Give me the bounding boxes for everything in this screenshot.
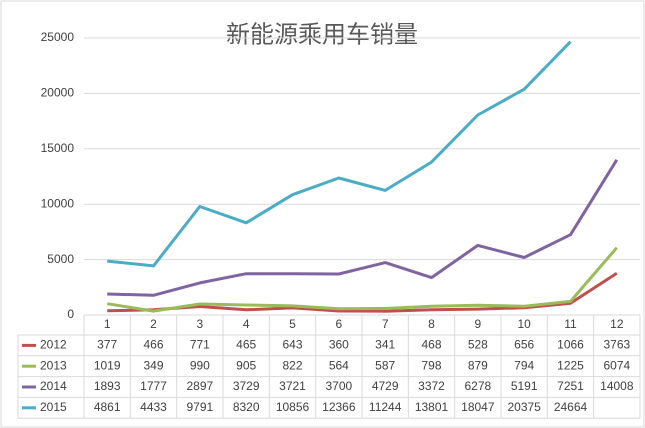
table-value: 377 bbox=[97, 338, 117, 352]
x-tick-label: 11 bbox=[564, 317, 577, 331]
table-value: 794 bbox=[514, 358, 534, 372]
table-value: 466 bbox=[143, 338, 163, 352]
y-tick-label: 5000 bbox=[47, 252, 74, 266]
x-tick-label: 1 bbox=[104, 317, 111, 331]
table-value: 564 bbox=[329, 358, 349, 372]
table-value: 1019 bbox=[94, 358, 121, 372]
x-tick-label: 2 bbox=[150, 317, 157, 331]
table-value: 2897 bbox=[186, 379, 213, 393]
table-value: 10856 bbox=[276, 400, 310, 414]
table-value: 643 bbox=[282, 338, 302, 352]
table-value: 3729 bbox=[233, 379, 260, 393]
table-value: 24664 bbox=[554, 400, 588, 414]
table-value: 349 bbox=[143, 358, 163, 372]
table-value: 4433 bbox=[140, 400, 167, 414]
table-value: 4729 bbox=[372, 379, 399, 393]
table-value: 3372 bbox=[418, 379, 445, 393]
x-tick-label: 10 bbox=[517, 317, 531, 331]
legend-label: 2012 bbox=[40, 338, 67, 352]
table-value: 9791 bbox=[186, 400, 213, 414]
series-line bbox=[107, 159, 619, 297]
table-value: 14008 bbox=[600, 379, 634, 393]
table-value: 528 bbox=[468, 338, 488, 352]
x-tick-label: 8 bbox=[428, 317, 435, 331]
table-value: 879 bbox=[468, 358, 488, 372]
table-value: 20375 bbox=[507, 400, 541, 414]
x-tick-label: 5 bbox=[289, 317, 296, 331]
table-value: 12366 bbox=[322, 400, 356, 414]
y-tick-label: 10000 bbox=[41, 196, 75, 210]
chart-title: 新能源乘用车销量 bbox=[226, 21, 418, 48]
series-line bbox=[106, 246, 618, 313]
table-value: 798 bbox=[421, 358, 441, 372]
x-tick-label: 7 bbox=[382, 317, 389, 331]
table-value: 7251 bbox=[557, 379, 584, 393]
table-value: 468 bbox=[421, 338, 441, 352]
table-value: 990 bbox=[190, 358, 210, 372]
table-value: 18047 bbox=[461, 400, 495, 414]
table-value: 587 bbox=[375, 358, 395, 372]
y-tick-label: 20000 bbox=[41, 86, 75, 100]
table-value: 1066 bbox=[557, 338, 584, 352]
table-value: 3721 bbox=[279, 379, 306, 393]
x-tick-label: 4 bbox=[243, 317, 250, 331]
table-value: 822 bbox=[282, 358, 302, 372]
x-tick-label: 6 bbox=[335, 317, 342, 331]
table-value: 3700 bbox=[325, 379, 352, 393]
table-value: 5191 bbox=[511, 379, 538, 393]
series-line bbox=[107, 272, 618, 313]
y-tick-label: 25000 bbox=[41, 30, 75, 44]
x-tick-label: 9 bbox=[474, 317, 481, 331]
legend-label: 2015 bbox=[40, 400, 67, 414]
table-value: 1777 bbox=[140, 379, 167, 393]
table-value: 6278 bbox=[464, 379, 491, 393]
legend-label: 2013 bbox=[40, 358, 67, 372]
legend-label: 2014 bbox=[40, 379, 67, 393]
x-tick-label: 12 bbox=[610, 317, 624, 331]
series-line bbox=[107, 40, 572, 268]
table-value: 1225 bbox=[557, 358, 584, 372]
table-value: 4861 bbox=[94, 400, 121, 414]
table-value: 905 bbox=[236, 358, 256, 372]
table-value: 771 bbox=[190, 338, 210, 352]
table-value: 465 bbox=[236, 338, 256, 352]
table-value: 13801 bbox=[415, 400, 449, 414]
y-tick-label: 15000 bbox=[41, 141, 75, 155]
table-value: 11244 bbox=[369, 400, 402, 414]
table-value: 8320 bbox=[233, 400, 260, 414]
table-value: 6074 bbox=[603, 358, 630, 372]
table-value: 1893 bbox=[94, 379, 121, 393]
table-value: 360 bbox=[329, 338, 349, 352]
y-tick-label: 0 bbox=[67, 307, 74, 321]
table-value: 3763 bbox=[603, 338, 630, 352]
table-value: 656 bbox=[514, 338, 534, 352]
x-tick-label: 3 bbox=[196, 317, 203, 331]
table-value: 341 bbox=[375, 338, 395, 352]
